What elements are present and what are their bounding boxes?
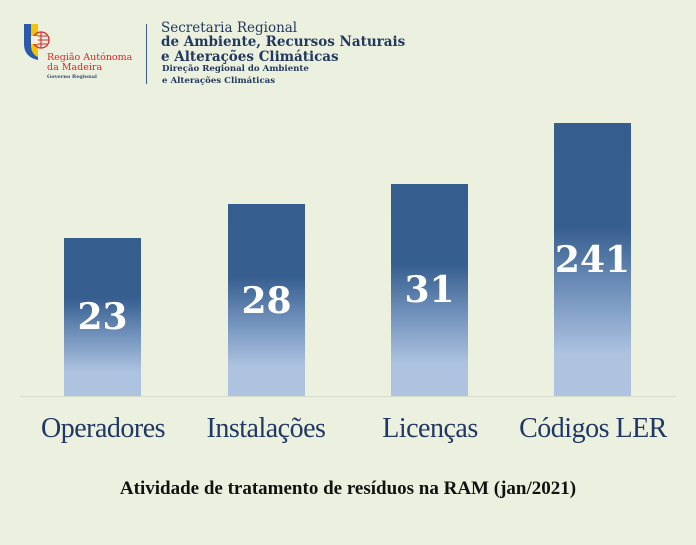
direction-line2: e Alterações Climáticas: [162, 76, 276, 86]
org-sub: Governo Regional: [47, 74, 97, 80]
direction-line1: Direção Regional do Ambiente: [162, 64, 309, 74]
bar-operadores: 23: [64, 238, 141, 396]
secretariat-line1: Secretaria Regional: [161, 20, 298, 36]
bar-licencas: 31: [391, 184, 468, 396]
category-label: Operadores: [40, 413, 166, 444]
secretariat-line2: de Ambiente, Recursos Naturais: [161, 34, 406, 50]
org-name-line2: da Madeira: [47, 62, 103, 73]
bar-value: 23: [77, 296, 128, 338]
bar-value: 241: [554, 239, 631, 281]
bar-instalacoes: 28: [228, 204, 305, 396]
bar-value: 28: [241, 280, 292, 322]
x-axis-line: [20, 396, 676, 397]
chart-title: Atividade de tratamento de resíduos na R…: [119, 478, 577, 499]
org-name-line1: Região Autónoma: [47, 52, 133, 63]
header-divider: [146, 24, 147, 84]
secretariat-line3: e Alterações Climáticas: [161, 49, 339, 65]
category-label: Códigos LER: [519, 413, 667, 444]
category-label: Licenças: [382, 413, 478, 444]
bar-value: 31: [404, 269, 455, 311]
madeira-logo-icon: [24, 24, 50, 60]
bar-codigos-ler: 241: [554, 123, 631, 396]
category-label: Instalações: [206, 413, 326, 444]
